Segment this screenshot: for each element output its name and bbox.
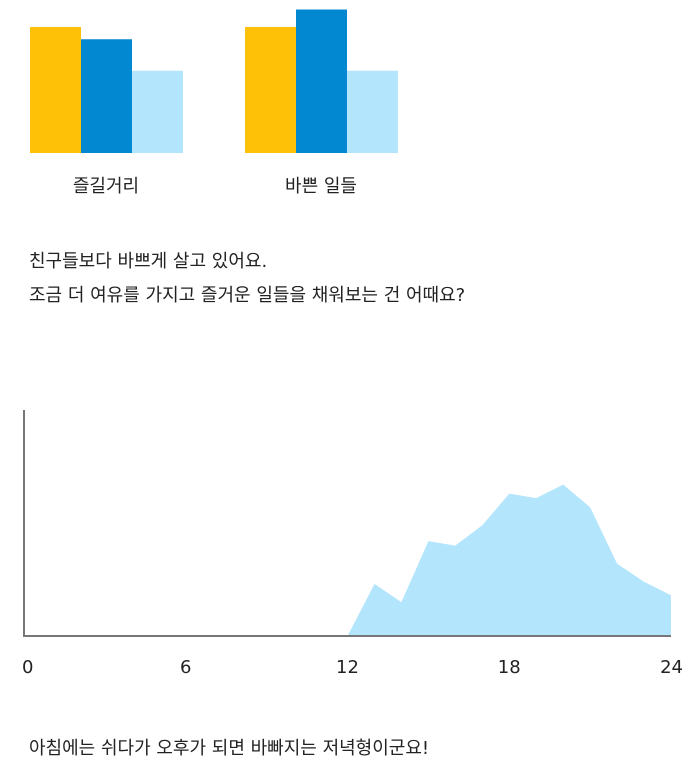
x-tick-label: 0 bbox=[22, 657, 33, 678]
bar-0-0 bbox=[30, 27, 81, 153]
summary-line-1: 친구들보다 바쁘게 살고 있어요. bbox=[29, 251, 268, 272]
bar-0-1 bbox=[81, 39, 132, 153]
summary-line-2: 조금 더 여유를 가지고 즐거운 일들을 채워보는 건 어때요? bbox=[29, 285, 466, 306]
bar-1-2 bbox=[347, 70, 398, 153]
hourly-activity-area-chart: 0 6 12 18 24 bbox=[22, 410, 683, 678]
bar-group-label-leisure: 즐길거리 bbox=[72, 176, 140, 197]
bar-1-0 bbox=[245, 27, 296, 153]
comparison-bar-chart bbox=[30, 9, 398, 153]
footer-message: 아침에는 쉬다가 오후가 되면 바빠지는 저녁형이군요! bbox=[29, 738, 430, 759]
x-tick-label: 12 bbox=[336, 657, 359, 678]
x-tick-label: 24 bbox=[660, 657, 683, 678]
bar-group-label-busy: 바쁜 일들 bbox=[285, 176, 357, 197]
x-tick-label: 6 bbox=[180, 657, 191, 678]
bar-1-1 bbox=[296, 9, 347, 153]
bar-0-2 bbox=[132, 70, 183, 153]
x-tick-label: 18 bbox=[498, 657, 521, 678]
activity-area bbox=[24, 484, 671, 636]
